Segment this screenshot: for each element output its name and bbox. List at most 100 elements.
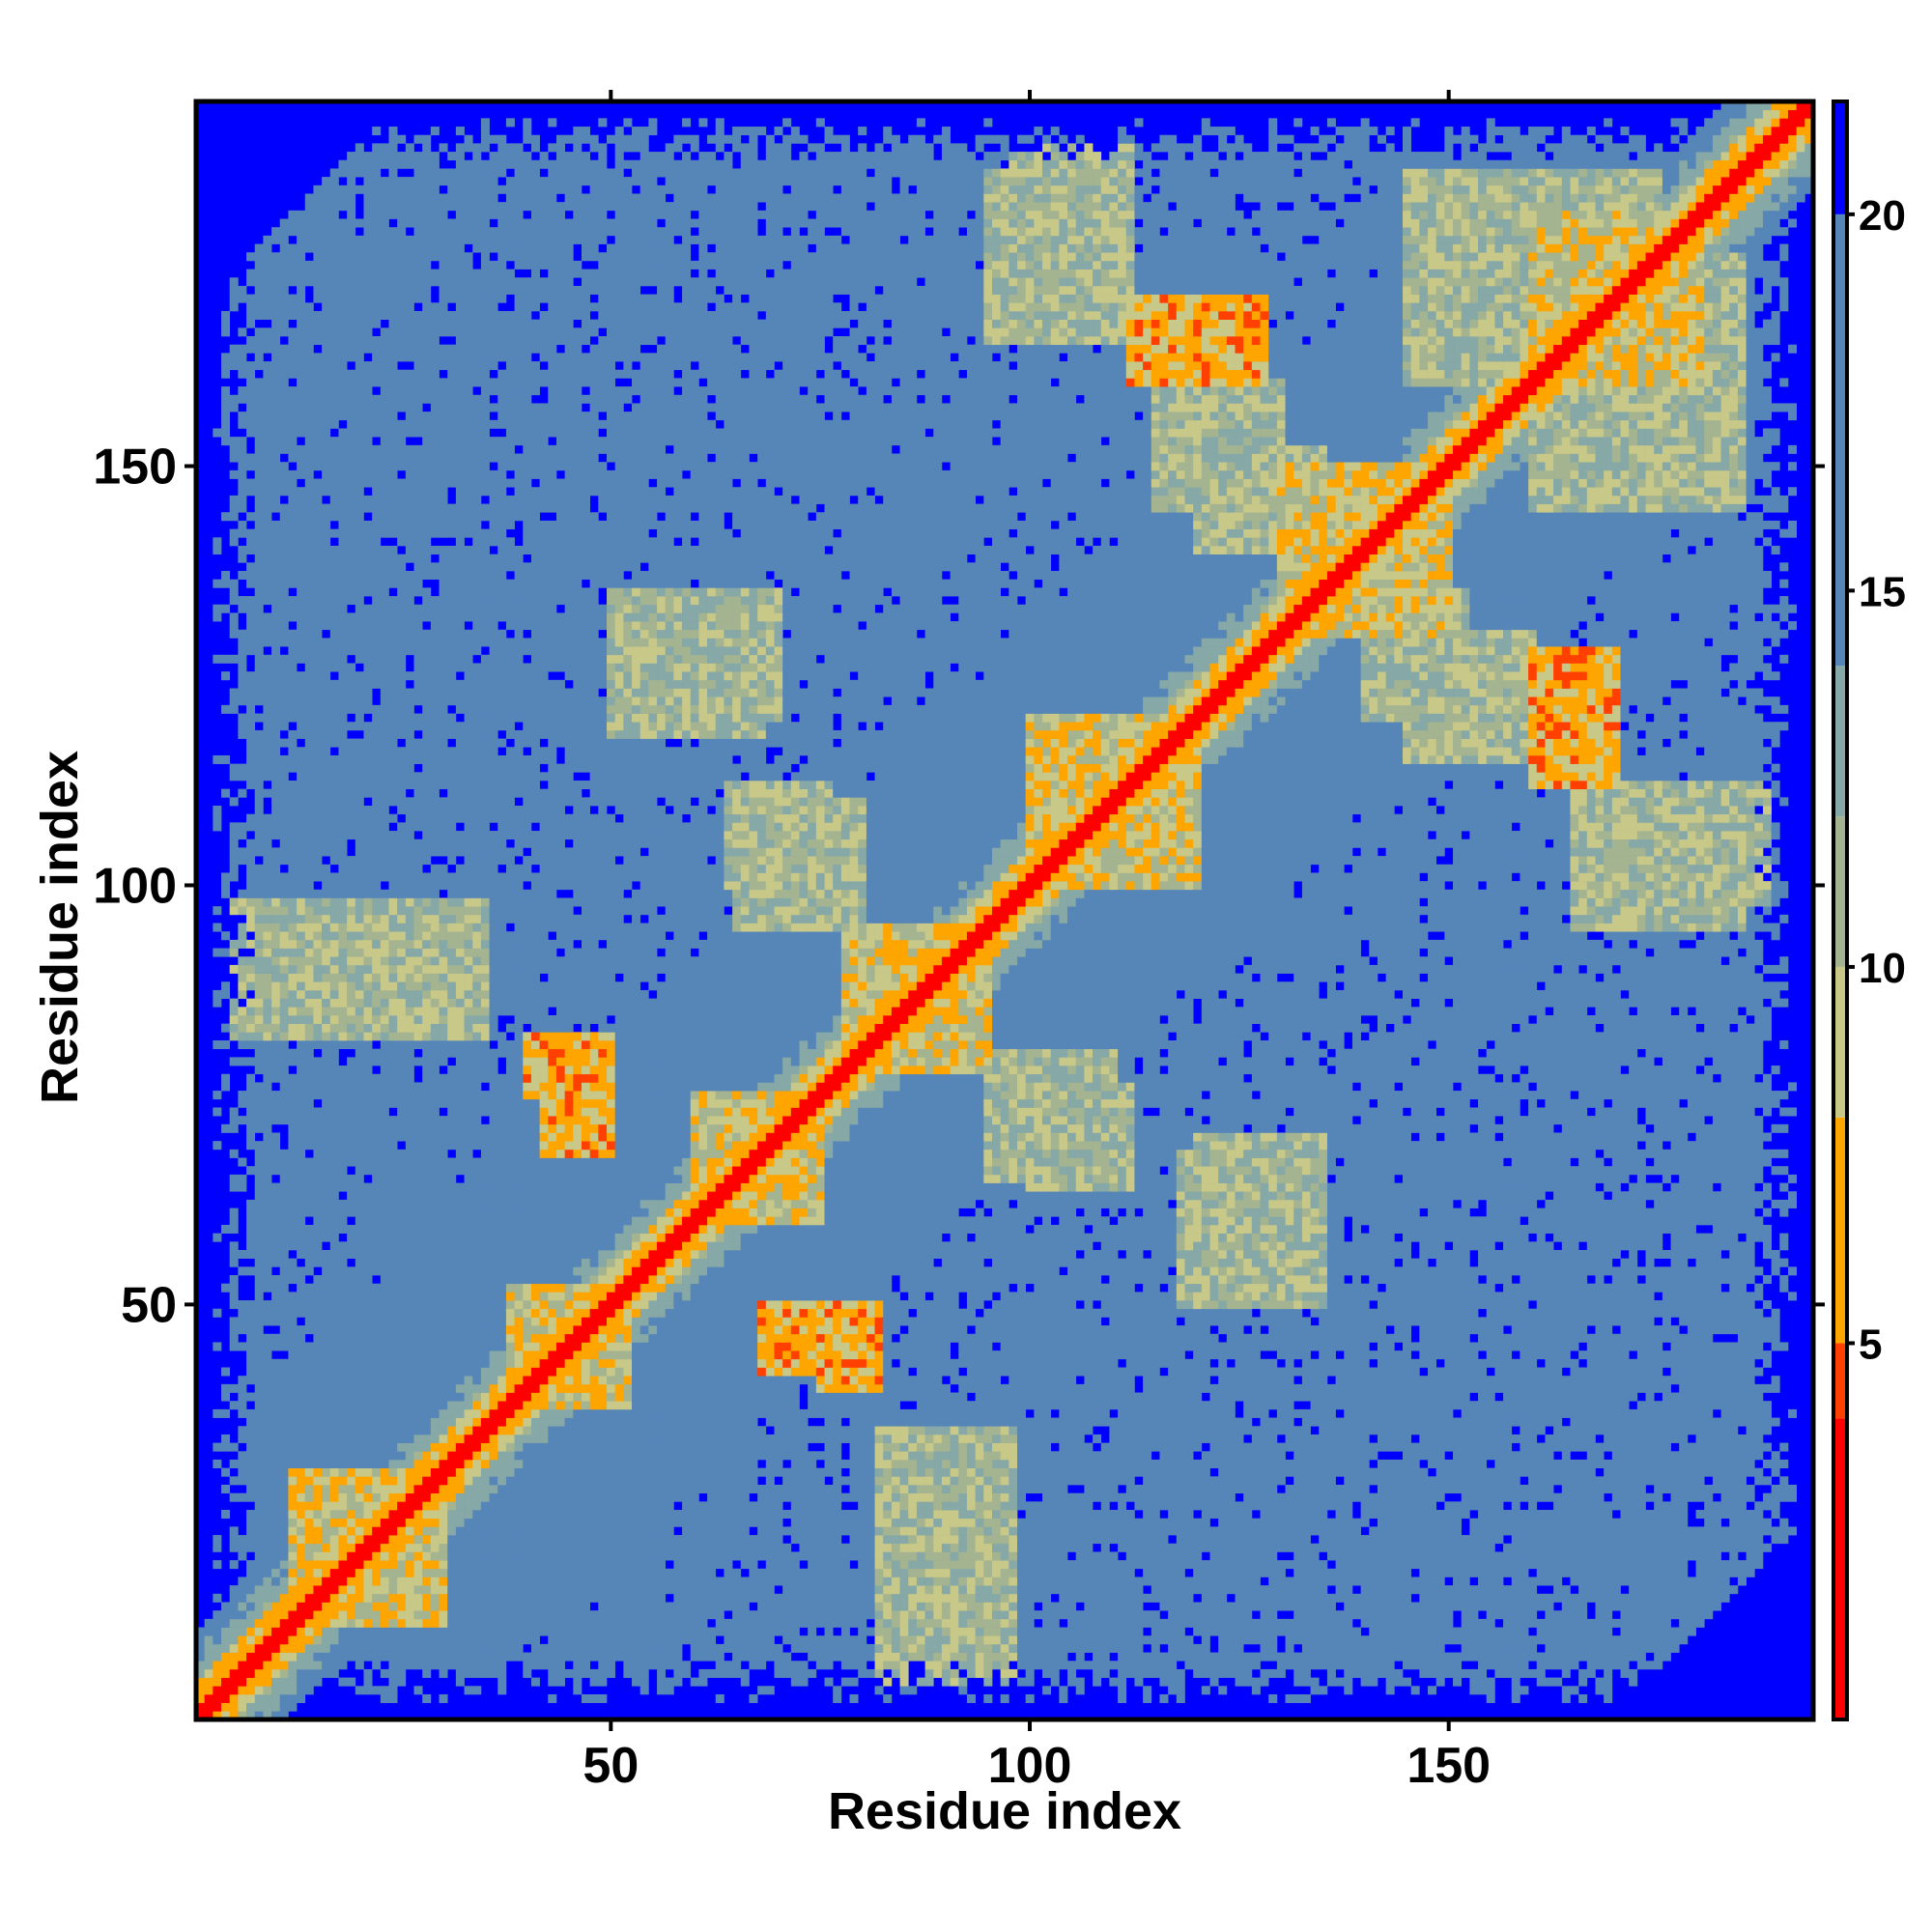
heatmap-cell — [447, 729, 457, 739]
heatmap-cell — [263, 1635, 272, 1645]
heatmap-cell — [279, 856, 289, 866]
heatmap-cell — [363, 1300, 373, 1310]
heatmap-cell — [455, 269, 465, 278]
heatmap-cell — [279, 1408, 289, 1418]
heatmap-cell — [380, 1292, 389, 1301]
heatmap-cell — [288, 1401, 298, 1410]
heatmap-cell — [279, 537, 289, 547]
heatmap-cell — [388, 1577, 398, 1586]
heatmap-cell — [229, 285, 239, 295]
heatmap-cell — [347, 1199, 356, 1208]
heatmap-cell — [455, 948, 465, 957]
heatmap-cell — [363, 285, 373, 295]
heatmap-cell — [338, 1376, 348, 1385]
heatmap-cell — [322, 202, 331, 212]
heatmap-cell — [388, 838, 398, 848]
heatmap-cell — [405, 260, 414, 270]
heatmap-cell — [238, 1535, 247, 1545]
heatmap-cell — [213, 1652, 222, 1662]
heatmap-cell — [304, 1007, 314, 1016]
heatmap-cell — [405, 939, 414, 949]
heatmap-cell — [363, 327, 373, 337]
heatmap-cell — [455, 1408, 465, 1418]
heatmap-cell — [439, 722, 448, 731]
heatmap-cell — [246, 579, 256, 588]
heatmap-cell — [246, 277, 256, 287]
heatmap-cell — [322, 806, 331, 815]
heatmap-cell — [388, 1057, 398, 1066]
heatmap-cell — [355, 462, 364, 471]
heatmap-cell — [279, 780, 289, 790]
heatmap-cell — [430, 412, 440, 421]
heatmap-cell — [413, 696, 423, 706]
heatmap-cell — [397, 1292, 407, 1301]
heatmap-cell — [254, 1174, 264, 1183]
heatmap-cell — [288, 562, 298, 572]
heatmap-cell — [297, 1451, 306, 1461]
heatmap-cell — [372, 813, 382, 823]
heatmap-cell — [254, 495, 264, 504]
heatmap-cell — [355, 469, 364, 479]
heatmap-cell — [413, 1568, 423, 1577]
heatmap-cell — [380, 931, 389, 941]
heatmap-cell — [464, 336, 473, 346]
heatmap-cell — [455, 1007, 465, 1016]
heatmap-cell — [388, 696, 398, 706]
heatmap-cell — [422, 554, 432, 563]
heatmap-cell — [246, 1325, 256, 1335]
heatmap-cell — [439, 729, 448, 739]
heatmap-cell — [355, 1292, 364, 1301]
heatmap-cell — [263, 571, 272, 581]
heatmap-cell — [464, 1283, 473, 1293]
heatmap-cell — [372, 638, 382, 647]
heatmap-cell — [313, 780, 323, 790]
heatmap-cell — [355, 437, 364, 446]
heatmap-cell — [263, 688, 272, 697]
heatmap-cell — [405, 1224, 414, 1234]
heatmap-cell — [279, 797, 289, 807]
heatmap-cell — [329, 1149, 339, 1158]
heatmap-cell — [363, 386, 373, 396]
heatmap-cell — [263, 813, 272, 823]
heatmap-cell — [355, 1032, 364, 1041]
heatmap-cell — [313, 822, 323, 832]
heatmap-cell — [329, 1048, 339, 1058]
heatmap-cell — [397, 931, 407, 941]
heatmap-cell — [439, 1308, 448, 1318]
heatmap-cell — [229, 444, 239, 454]
heatmap-cell — [372, 302, 382, 312]
heatmap-cell — [271, 469, 281, 479]
heatmap-cell — [254, 1032, 264, 1041]
heatmap-cell — [397, 646, 407, 656]
heatmap-cell — [279, 1107, 289, 1117]
heatmap-cell — [304, 1241, 314, 1251]
heatmap-cell — [279, 1476, 289, 1486]
heatmap-cell — [413, 604, 423, 613]
heatmap-cell — [288, 1551, 298, 1561]
heatmap-cell — [372, 378, 382, 387]
heatmap-cell — [322, 1551, 331, 1561]
heatmap-cell — [347, 571, 356, 581]
heatmap-cell — [271, 1216, 281, 1226]
heatmap-cell — [388, 1199, 398, 1208]
heatmap-cell — [288, 1585, 298, 1595]
heatmap-cell — [279, 1317, 289, 1326]
heatmap-cell — [263, 1693, 272, 1703]
heatmap-cell — [363, 671, 373, 681]
heatmap-cell — [254, 1199, 264, 1208]
heatmap-cell — [338, 1292, 348, 1301]
heatmap-cell — [363, 864, 373, 873]
heatmap-cell — [254, 1702, 264, 1712]
heatmap-cell — [238, 847, 247, 857]
heatmap-cell — [229, 1635, 239, 1645]
heatmap-cell — [363, 403, 373, 412]
heatmap-cell — [297, 1141, 306, 1151]
heatmap-cell — [413, 646, 423, 656]
heatmap-cell — [221, 1610, 231, 1620]
heatmap-cell — [355, 1577, 364, 1586]
heatmap-cell — [313, 1233, 323, 1242]
heatmap-cell — [304, 353, 314, 362]
heatmap-cell — [405, 1208, 414, 1217]
heatmap-cell — [288, 1358, 298, 1368]
heatmap-cell — [338, 1585, 348, 1595]
